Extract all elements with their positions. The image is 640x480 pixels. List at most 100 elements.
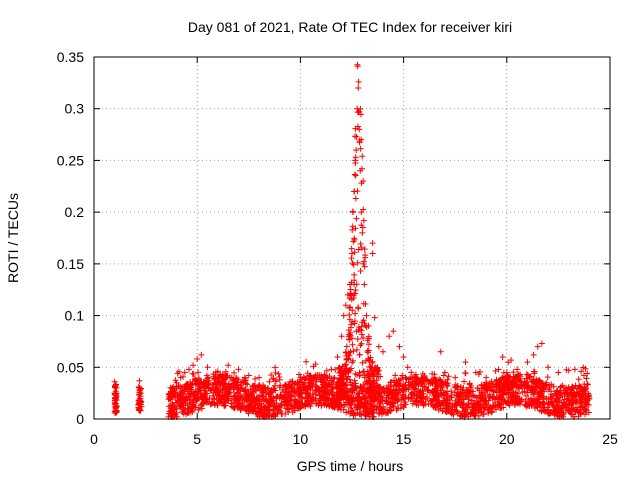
data-point xyxy=(385,382,392,389)
data-point xyxy=(355,393,362,400)
data-point xyxy=(353,215,360,222)
data-point xyxy=(245,408,252,415)
data-point xyxy=(360,381,367,388)
data-point xyxy=(242,394,249,401)
data-point xyxy=(352,154,359,161)
data-point xyxy=(379,348,386,355)
data-point xyxy=(330,394,337,401)
data-point xyxy=(303,358,310,365)
data-point xyxy=(378,393,385,400)
data-point xyxy=(193,397,200,404)
data-point xyxy=(259,409,266,416)
data-point xyxy=(190,362,197,369)
data-point xyxy=(346,316,353,323)
data-point xyxy=(440,380,447,387)
data-point xyxy=(296,371,303,378)
data-point xyxy=(361,281,368,288)
data-point xyxy=(386,333,393,340)
data-point xyxy=(349,410,356,417)
data-point xyxy=(221,376,228,383)
data-point xyxy=(179,408,186,415)
data-point xyxy=(568,410,575,417)
data-point xyxy=(493,376,500,383)
data-point xyxy=(361,246,368,253)
data-point xyxy=(441,369,448,376)
data-point xyxy=(325,395,332,402)
data-point xyxy=(343,361,350,368)
data-point xyxy=(363,312,370,319)
data-point xyxy=(176,368,183,375)
data-point xyxy=(194,356,201,363)
data-point xyxy=(354,259,361,266)
data-point xyxy=(584,370,591,377)
data-point xyxy=(505,359,512,366)
data-point xyxy=(415,382,422,389)
data-point xyxy=(548,400,555,407)
data-point xyxy=(342,369,349,376)
data-point xyxy=(565,402,572,409)
data-point xyxy=(431,380,438,387)
data-point xyxy=(382,396,389,403)
data-point xyxy=(432,397,439,404)
data-point xyxy=(544,374,551,381)
data-point xyxy=(351,249,358,256)
data-point xyxy=(266,389,273,396)
data-point xyxy=(281,392,288,399)
data-point xyxy=(347,286,354,293)
data-point xyxy=(362,411,369,418)
data-point xyxy=(475,398,482,405)
data-point xyxy=(344,376,351,383)
data-point xyxy=(216,392,223,399)
data-point xyxy=(136,405,143,412)
data-point xyxy=(425,400,432,407)
data-point xyxy=(576,382,583,389)
data-point xyxy=(457,393,464,400)
data-point xyxy=(215,378,222,385)
data-point xyxy=(223,397,230,404)
data-point xyxy=(362,392,369,399)
data-point xyxy=(344,291,351,298)
data-point xyxy=(343,409,350,416)
data-point xyxy=(371,368,378,375)
x-tick-label: 25 xyxy=(602,431,618,447)
data-point xyxy=(203,380,210,387)
data-point xyxy=(568,393,575,400)
data-point xyxy=(577,383,584,390)
data-point xyxy=(259,389,266,396)
data-point xyxy=(263,398,270,405)
data-point xyxy=(266,403,273,410)
data-point xyxy=(112,400,119,407)
data-point xyxy=(452,397,459,404)
data-point xyxy=(462,370,469,377)
data-point xyxy=(396,343,403,350)
data-point xyxy=(577,400,584,407)
data-point xyxy=(400,375,407,382)
data-point xyxy=(184,382,191,389)
data-point xyxy=(400,353,407,360)
data-point xyxy=(256,386,263,393)
y-tick-label: 0.25 xyxy=(57,152,84,168)
data-point xyxy=(522,392,529,399)
data-point xyxy=(247,402,254,409)
data-point xyxy=(257,403,264,410)
data-point xyxy=(352,157,359,164)
data-point xyxy=(539,386,546,393)
data-point xyxy=(586,395,593,402)
data-point xyxy=(223,385,230,392)
data-point xyxy=(305,377,312,384)
data-point xyxy=(350,411,357,418)
data-point xyxy=(367,399,374,406)
data-point xyxy=(472,369,479,376)
data-point xyxy=(287,392,294,399)
data-point xyxy=(505,381,512,388)
data-point xyxy=(113,407,120,414)
data-point xyxy=(496,402,503,409)
data-point xyxy=(351,171,358,178)
data-point xyxy=(467,384,474,391)
data-point xyxy=(521,381,528,388)
data-point xyxy=(544,386,551,393)
data-point xyxy=(390,328,397,335)
data-point xyxy=(258,392,265,399)
data-point xyxy=(189,408,196,415)
data-point xyxy=(234,389,241,396)
